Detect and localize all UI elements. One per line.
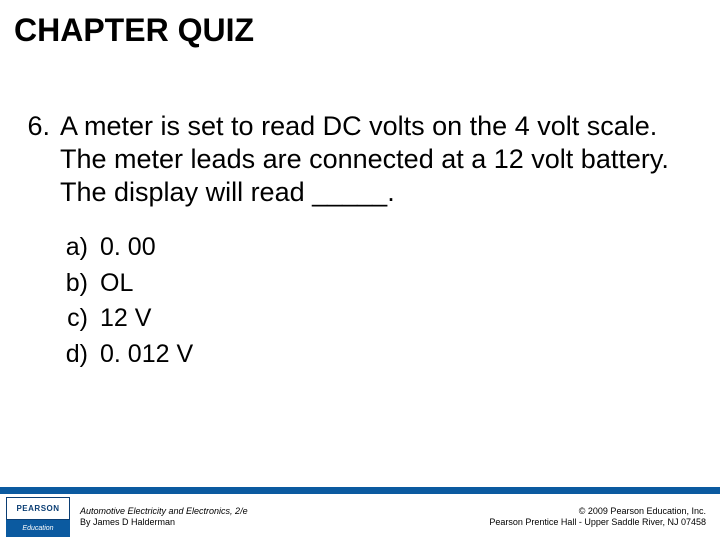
footer-left: Automotive Electricity and Electronics, … xyxy=(80,506,248,529)
option-label: c) xyxy=(60,302,100,336)
publisher-logo: PEARSON Education xyxy=(6,497,70,537)
options-list: a) 0. 00 b) OL c) 12 V d) 0. 012 V xyxy=(60,231,700,372)
option-b: b) OL xyxy=(60,267,700,301)
question-number: 6. xyxy=(12,110,60,143)
question-row: 6. A meter is set to read DC volts on th… xyxy=(12,110,700,209)
footer: PEARSON Education Automotive Electricity… xyxy=(0,494,720,540)
footer-right: © 2009 Pearson Education, Inc. Pearson P… xyxy=(489,506,706,529)
publisher-address: Pearson Prentice Hall - Upper Saddle Riv… xyxy=(489,517,706,528)
option-label: a) xyxy=(60,231,100,265)
book-title: Automotive Electricity and Electronics, … xyxy=(80,506,248,517)
question-block: 6. A meter is set to read DC volts on th… xyxy=(12,110,700,374)
option-text: 0. 00 xyxy=(100,231,156,265)
option-c: c) 12 V xyxy=(60,302,700,336)
option-text: OL xyxy=(100,267,133,301)
option-text: 0. 012 V xyxy=(100,338,193,372)
footer-accent-bar xyxy=(0,487,720,494)
option-a: a) 0. 00 xyxy=(60,231,700,265)
copyright-line: © 2009 Pearson Education, Inc. xyxy=(489,506,706,517)
footer-text: Automotive Electricity and Electronics, … xyxy=(80,506,720,529)
logo-bottom-text: Education xyxy=(6,520,70,537)
option-text: 12 V xyxy=(100,302,151,336)
option-label: b) xyxy=(60,267,100,301)
option-label: d) xyxy=(60,338,100,372)
book-author: By James D Halderman xyxy=(80,517,248,528)
logo-top-text: PEARSON xyxy=(6,497,70,520)
question-text: A meter is set to read DC volts on the 4… xyxy=(60,110,700,209)
slide-title: CHAPTER QUIZ xyxy=(14,12,254,49)
option-d: d) 0. 012 V xyxy=(60,338,700,372)
